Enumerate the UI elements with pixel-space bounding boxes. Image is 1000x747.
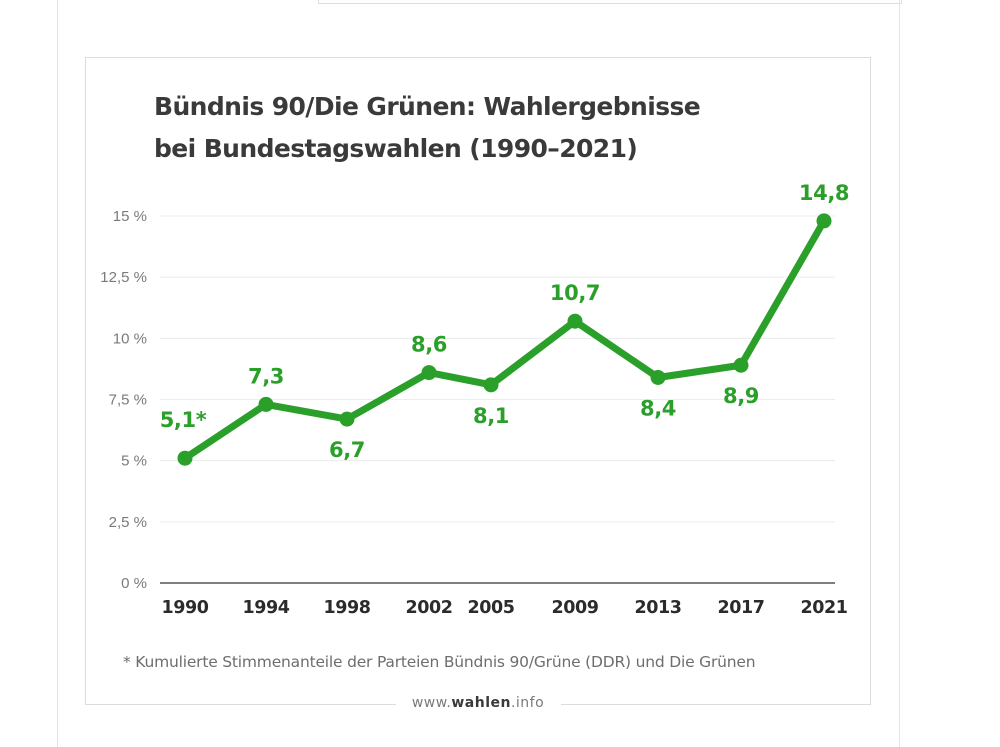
data-labels: 5,1* 7,3 6,7 8,6 8,1 10,7 8,4 8,9 14,8	[160, 181, 850, 462]
data-point	[177, 450, 193, 466]
source-suffix: .info	[511, 695, 544, 711]
page-right-rule	[899, 0, 900, 747]
data-label: 8,1	[473, 404, 509, 428]
x-tick-label: 2009	[551, 598, 598, 618]
data-label: 7,3	[248, 364, 284, 388]
x-tick-label: 2017	[717, 598, 764, 618]
grid	[160, 215, 835, 584]
y-tick-label: 0 %	[121, 575, 147, 592]
x-tick-label: 1994	[242, 598, 289, 618]
data-label: 6,7	[329, 438, 365, 462]
data-point	[339, 411, 355, 427]
source-backdrop	[396, 690, 561, 714]
chart-title: Bündnis 90/Die Grünen: Wahlergebnisse be…	[154, 92, 701, 163]
data-label: 8,4	[640, 396, 676, 420]
x-tick-label: 2021	[800, 598, 847, 618]
y-tick-label: 15 %	[113, 208, 147, 225]
y-tick-label: 12,5 %	[100, 269, 147, 286]
data-point	[483, 377, 499, 393]
top-frame	[318, 0, 902, 4]
data-point	[650, 369, 666, 385]
page-left-rule	[57, 0, 58, 747]
y-tick-label: 7,5 %	[109, 392, 147, 409]
x-axis-ticks: 1990 1994 1998 2002 2005 2009 2013 2017 2021	[161, 598, 848, 618]
x-tick-label: 2005	[467, 598, 514, 618]
source-link[interactable]: www.wahlen.info	[412, 695, 544, 711]
data-point	[816, 213, 832, 229]
data-point	[733, 357, 749, 373]
data-point	[567, 313, 583, 329]
series	[177, 213, 832, 466]
y-tick-label: 10 %	[113, 330, 147, 347]
x-tick-label: 2002	[405, 598, 452, 618]
data-point	[421, 365, 437, 381]
data-label: 10,7	[550, 281, 600, 305]
x-tick-label: 1998	[323, 598, 370, 618]
x-tick-label: 1990	[161, 598, 208, 618]
data-label: 8,6	[411, 333, 447, 357]
footnote: * Kumulierte Stimmenanteile der Parteien…	[123, 653, 755, 671]
y-tick-label: 2,5 %	[109, 514, 147, 531]
data-label: 5,1*	[160, 408, 207, 432]
source-brand: wahlen	[451, 695, 511, 711]
chart-title-line-1: Bündnis 90/Die Grünen: Wahlergebnisse	[154, 92, 700, 121]
data-label: 14,8	[799, 181, 849, 205]
data-label: 8,9	[723, 384, 759, 408]
y-tick-label: 5 %	[121, 453, 147, 470]
x-tick-label: 2013	[634, 598, 681, 618]
data-point	[258, 396, 274, 412]
y-axis-ticks: 0 % 2,5 % 5 % 7,5 % 10 % 12,5 % 15 %	[100, 208, 147, 592]
chart-title-line-2: bei Bundestagswahlen (1990–2021)	[154, 134, 637, 163]
source-prefix: www.	[412, 695, 452, 711]
